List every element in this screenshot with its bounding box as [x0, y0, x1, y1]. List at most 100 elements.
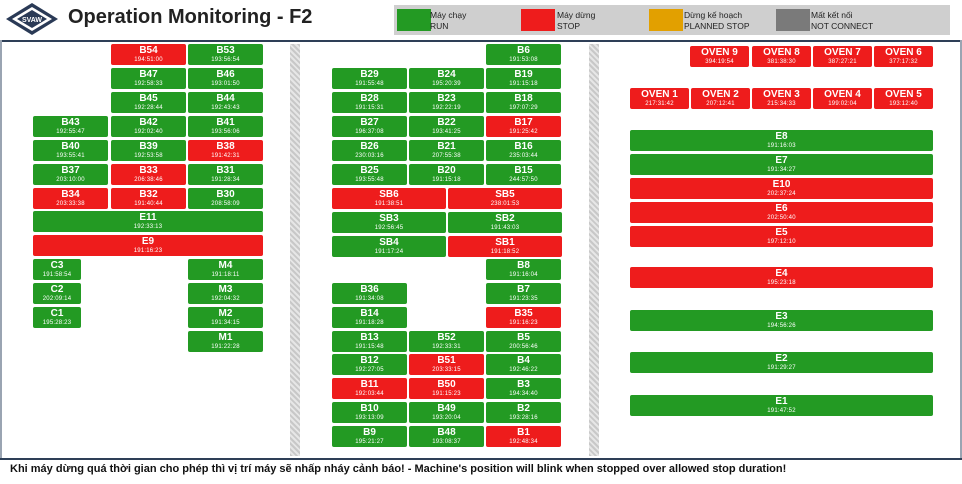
machine-tile-sb6[interactable]: SB6 191:38:51 [332, 188, 446, 209]
machine-duration: 191:34:08 [355, 296, 384, 302]
machine-tile-b32[interactable]: B32 191:40:44 [111, 188, 186, 209]
machine-tile-b49[interactable]: B49 193:20:04 [409, 402, 484, 423]
machine-tile-b46[interactable]: B46 193:01:50 [188, 68, 263, 89]
machine-tile-b36[interactable]: B36 191:34:08 [332, 283, 407, 304]
machine-tile-b17[interactable]: B17 191:25:42 [486, 116, 561, 137]
machine-tile-b30[interactable]: B30 208:58:09 [188, 188, 263, 209]
machine-tile-c3[interactable]: C3 191:58:54 [33, 259, 81, 280]
machine-tile-b12[interactable]: B12 192:27:05 [332, 354, 407, 375]
machine-tile-b37[interactable]: B37 203:10:00 [33, 164, 108, 185]
machine-tile-b33[interactable]: B33 206:38:46 [111, 164, 186, 185]
machine-tile-m4[interactable]: M4 191:18:11 [188, 259, 263, 280]
machine-tile-b47[interactable]: B47 192:58:33 [111, 68, 186, 89]
machine-duration: 208:58:09 [211, 201, 240, 207]
machine-tile-b31[interactable]: B31 191:28:34 [188, 164, 263, 185]
machine-tile-oven6[interactable]: OVEN 6 377:17:32 [874, 46, 933, 67]
machine-tile-b16[interactable]: B16 235:03:44 [486, 140, 561, 161]
machine-tile-oven1[interactable]: OVEN 1 217:31:42 [630, 88, 689, 109]
machine-duration: 193:41:25 [432, 129, 461, 135]
legend-run-vi: Máy chạy [430, 10, 467, 20]
machine-tile-b22[interactable]: B22 193:41:25 [409, 116, 484, 137]
machine-tile-e9[interactable]: E9 191:16:23 [33, 235, 263, 256]
machine-tile-b9[interactable]: B9 195:21:27 [332, 426, 407, 447]
machine-tile-b5[interactable]: B5 200:56:46 [486, 331, 561, 352]
machine-tile-oven5[interactable]: OVEN 5 193:12:40 [874, 88, 933, 109]
legend-run-en: RUN [430, 21, 449, 31]
machine-tile-oven7[interactable]: OVEN 7 387:27:21 [813, 46, 872, 67]
machine-tile-sb2[interactable]: SB2 191:43:03 [448, 212, 562, 233]
machine-tile-b26[interactable]: B26 230:03:16 [332, 140, 407, 161]
machine-tile-e3[interactable]: E3 194:56:26 [630, 310, 933, 331]
machine-name: B14 [360, 308, 379, 319]
machine-name: E2 [775, 353, 788, 364]
machine-tile-b44[interactable]: B44 192:43:43 [188, 92, 263, 113]
machine-tile-b54[interactable]: B54 194:51:00 [111, 44, 186, 65]
machine-tile-e5[interactable]: E5 197:12:10 [630, 226, 933, 247]
machine-tile-e10[interactable]: E10 202:37:24 [630, 178, 933, 199]
machine-tile-b1[interactable]: B1 192:48:34 [486, 426, 561, 447]
machine-tile-b39[interactable]: B39 192:53:58 [111, 140, 186, 161]
machine-tile-b23[interactable]: B23 192:22:19 [409, 92, 484, 113]
machine-tile-e2[interactable]: E2 191:29:27 [630, 352, 933, 373]
machine-duration: 195:23:18 [767, 280, 796, 286]
machine-tile-e6[interactable]: E6 202:50:40 [630, 202, 933, 223]
machine-tile-b35[interactable]: B35 191:16:23 [486, 307, 561, 328]
machine-tile-c1[interactable]: C1 195:28:23 [33, 307, 81, 328]
machine-tile-b11[interactable]: B11 192:03:44 [332, 378, 407, 399]
machine-tile-b7[interactable]: B7 191:23:35 [486, 283, 561, 304]
machine-tile-b14[interactable]: B14 191:18:28 [332, 307, 407, 328]
machine-tile-oven3[interactable]: OVEN 3 215:34:33 [752, 88, 811, 109]
machine-tile-sb4[interactable]: SB4 191:17:24 [332, 236, 446, 257]
machine-tile-b25[interactable]: B25 193:55:48 [332, 164, 407, 185]
machine-tile-b42[interactable]: B42 192:02:40 [111, 116, 186, 137]
machine-tile-e4[interactable]: E4 195:23:18 [630, 267, 933, 288]
machine-tile-oven4[interactable]: OVEN 4 199:02:04 [813, 88, 872, 109]
machine-tile-b40[interactable]: B40 193:55:41 [33, 140, 108, 161]
machine-tile-b19[interactable]: B19 191:15:18 [486, 68, 561, 89]
machine-tile-b51[interactable]: B51 203:33:15 [409, 354, 484, 375]
machine-tile-b28[interactable]: B28 191:15:31 [332, 92, 407, 113]
machine-tile-b29[interactable]: B29 191:55:48 [332, 68, 407, 89]
machine-tile-b48[interactable]: B48 193:08:37 [409, 426, 484, 447]
machine-tile-b27[interactable]: B27 196:37:08 [332, 116, 407, 137]
machine-tile-e7[interactable]: E7 191:34:27 [630, 154, 933, 175]
machine-tile-b8[interactable]: B8 191:16:04 [486, 259, 561, 280]
machine-tile-b13[interactable]: B13 191:15:48 [332, 331, 407, 352]
machine-tile-c2[interactable]: C2 202:09:14 [33, 283, 81, 304]
machine-tile-b4[interactable]: B4 192:46:22 [486, 354, 561, 375]
machine-tile-b10[interactable]: B10 193:13:09 [332, 402, 407, 423]
machine-tile-m1[interactable]: M1 191:22:28 [188, 331, 263, 352]
machine-tile-b2[interactable]: B2 193:28:16 [486, 402, 561, 423]
machine-tile-oven8[interactable]: OVEN 8 381:38:30 [752, 46, 811, 67]
machine-tile-b3[interactable]: B3 194:34:40 [486, 378, 561, 399]
machine-name: OVEN 4 [824, 89, 861, 100]
machine-tile-b24[interactable]: B24 195:20:39 [409, 68, 484, 89]
machine-tile-e1[interactable]: E1 191:47:52 [630, 395, 933, 416]
machine-tile-b38[interactable]: B38 191:42:31 [188, 140, 263, 161]
machine-duration: 193:20:04 [432, 415, 461, 421]
machine-tile-sb3[interactable]: SB3 192:56:45 [332, 212, 446, 233]
machine-tile-b41[interactable]: B41 193:56:06 [188, 116, 263, 137]
machine-tile-m2[interactable]: M2 191:34:15 [188, 307, 263, 328]
machine-tile-b21[interactable]: B21 207:55:38 [409, 140, 484, 161]
machine-tile-b34[interactable]: B34 203:33:38 [33, 188, 108, 209]
machine-tile-m3[interactable]: M3 192:04:32 [188, 283, 263, 304]
machine-tile-b53[interactable]: B53 193:56:54 [188, 44, 263, 65]
machine-tile-b50[interactable]: B50 191:15:23 [409, 378, 484, 399]
machine-name: B45 [139, 93, 158, 104]
machine-tile-oven2[interactable]: OVEN 2 207:12:41 [691, 88, 750, 109]
machine-tile-b43[interactable]: B43 192:55:47 [33, 116, 108, 137]
machine-tile-b52[interactable]: B52 192:33:31 [409, 331, 484, 352]
machine-tile-b6[interactable]: B6 191:53:08 [486, 44, 561, 65]
machine-name: B3 [517, 379, 530, 390]
machine-tile-oven9[interactable]: OVEN 9 394:19:54 [690, 46, 749, 67]
machine-tile-b18[interactable]: B18 197:07:29 [486, 92, 561, 113]
machine-tile-e8[interactable]: E8 191:16:03 [630, 130, 933, 151]
machine-tile-b45[interactable]: B45 192:28:44 [111, 92, 186, 113]
machine-tile-e11[interactable]: E11 192:33:13 [33, 211, 263, 232]
machine-tile-sb1[interactable]: SB1 191:18:52 [448, 236, 562, 257]
machine-duration: 192:33:13 [133, 224, 163, 230]
machine-tile-b15[interactable]: B15 244:57:50 [486, 164, 561, 185]
machine-tile-sb5[interactable]: SB5 238:01:53 [448, 188, 562, 209]
machine-tile-b20[interactable]: B20 191:15:18 [409, 164, 484, 185]
